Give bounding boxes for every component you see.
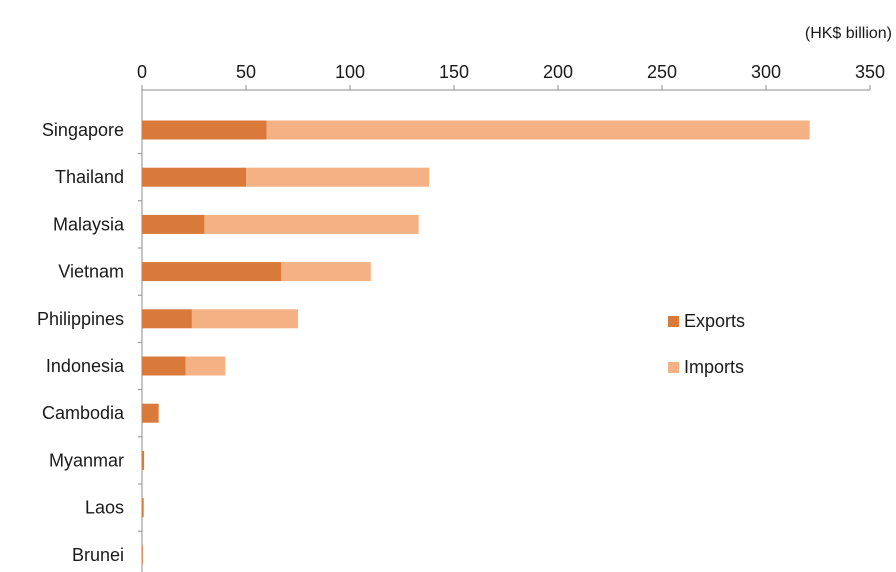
unit-label: (HK$ billion) [805,25,892,42]
x-tick-label: 200 [543,62,573,82]
bar-exports [142,262,282,282]
category-label: Vietnam [58,262,124,282]
legend-label-exports: Exports [684,311,745,331]
bar-exports [142,309,192,329]
category-axis: Singapore Thailand Malaysia Vietnam Philippi… [37,90,143,572]
x-tick-label: 0 [137,62,147,82]
x-tick-label: 250 [647,62,677,82]
x-tick-label: 50 [236,62,256,82]
x-axis: 0 50 100 150 200 250 300 350 [137,62,885,91]
category-label: Indonesia [46,356,125,376]
bar-imports [191,309,298,329]
bar-exports [142,498,144,518]
bar-imports [204,214,419,234]
bar-exports [142,120,267,140]
bar-exports [142,214,205,234]
bar-imports [185,356,226,376]
bars [142,120,810,565]
legend: Exports Imports [668,311,745,377]
category-label: Cambodia [42,403,125,423]
bar-exports [142,356,186,376]
legend-label-imports: Imports [684,357,744,377]
bar-exports [142,545,143,565]
x-tick-label: 300 [751,62,781,82]
category-label: Philippines [37,309,124,329]
category-label: Malaysia [53,214,125,234]
category-label: Singapore [42,120,124,140]
x-tick-label: 100 [335,62,365,82]
category-label: Myanmar [49,450,124,470]
x-tick-label: 350 [855,62,885,82]
bar-exports [142,167,246,187]
bar-imports [281,262,371,282]
category-label: Thailand [55,167,124,187]
x-tick-label: 150 [439,62,469,82]
bar-imports [246,167,430,187]
bar-exports [142,450,145,470]
legend-swatch-imports [668,362,679,373]
bar-exports [142,403,159,423]
bar-imports [266,120,810,140]
category-label: Brunei [72,545,124,565]
category-label: Laos [85,498,124,518]
legend-swatch-exports [668,316,679,327]
